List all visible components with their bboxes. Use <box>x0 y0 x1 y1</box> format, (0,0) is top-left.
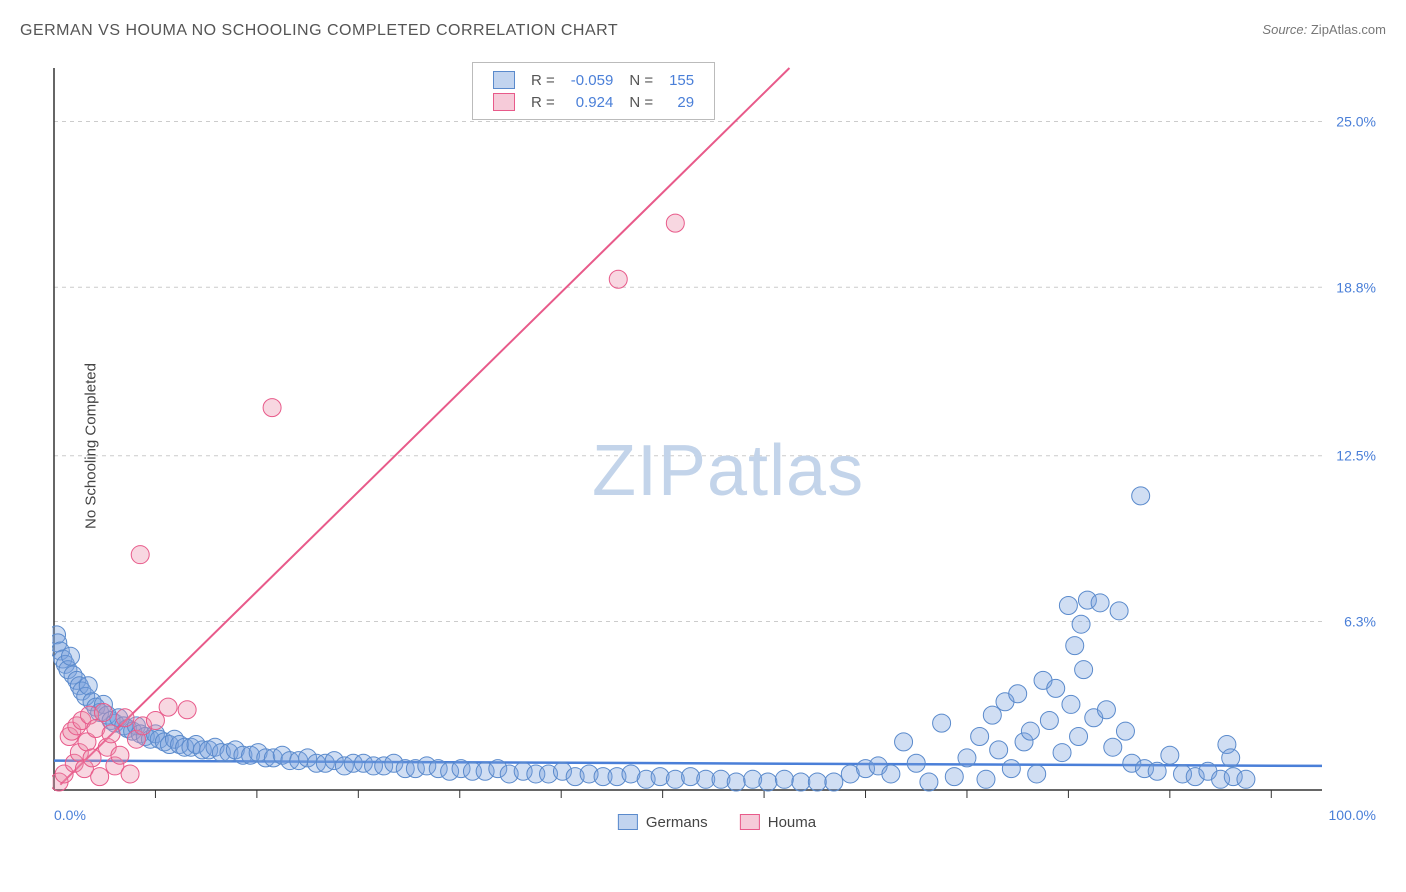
legend-swatch-pink <box>493 93 515 111</box>
r-label: R = <box>523 91 563 113</box>
legend-label-germans: Germans <box>646 814 708 831</box>
n-label: N = <box>621 91 661 113</box>
svg-text:25.0%: 25.0% <box>1336 113 1376 129</box>
source-label: Source: <box>1262 22 1307 37</box>
r-value-houma: 0.924 <box>563 91 622 113</box>
legend-item-houma: Houma <box>740 814 816 831</box>
legend-row-houma: R = 0.924 N = 29 <box>485 91 702 113</box>
correlation-legend: R = -0.059 N = 155 R = 0.924 N = 29 <box>472 62 715 120</box>
svg-text:12.5%: 12.5% <box>1336 448 1376 464</box>
chart-area: 6.3% 12.5% 18.8% 25.0% 0.0% 100.0% R = -0.059… <box>52 60 1382 840</box>
n-label: N = <box>621 69 661 91</box>
legend-swatch-blue <box>618 814 638 830</box>
series-legend: Germans Houma <box>604 814 830 835</box>
legend-item-germans: Germans <box>618 814 708 831</box>
source-credit: Source: ZipAtlas.com <box>1262 22 1386 37</box>
svg-text:0.0%: 0.0% <box>54 807 86 823</box>
n-value-houma: 29 <box>661 91 702 113</box>
svg-text:100.0%: 100.0% <box>1329 807 1376 823</box>
legend-label-houma: Houma <box>768 814 816 831</box>
legend-swatch-pink <box>740 814 760 830</box>
svg-text:18.8%: 18.8% <box>1336 279 1376 295</box>
r-label: R = <box>523 69 563 91</box>
legend-swatch-blue <box>493 71 515 89</box>
chart-title: GERMAN VS HOUMA NO SCHOOLING COMPLETED C… <box>20 22 618 40</box>
legend-row-germans: R = -0.059 N = 155 <box>485 69 702 91</box>
chart-svg: 6.3% 12.5% 18.8% 25.0% 0.0% 100.0% <box>52 60 1382 840</box>
n-value-germans: 155 <box>661 69 702 91</box>
svg-text:6.3%: 6.3% <box>1344 614 1376 630</box>
source-text: ZipAtlas.com <box>1311 22 1386 37</box>
r-value-germans: -0.059 <box>563 69 622 91</box>
